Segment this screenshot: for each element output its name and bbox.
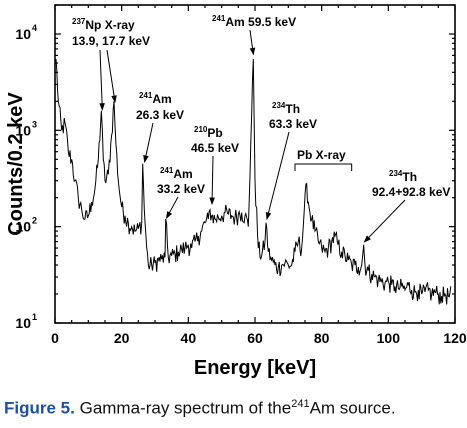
y-tick-exponent: 4: [32, 23, 37, 33]
figure-caption: Figure 5. Gamma-ray spectrum of the241Am…: [4, 398, 396, 419]
annotation-arrows: [99, 29, 406, 243]
annotation-pb210-title: 210Pb: [194, 125, 223, 140]
annotation-pb210-energy: 46.5 keV: [191, 141, 239, 155]
arrow-pb210-head: [209, 197, 215, 206]
arrow-np237-17-head: [111, 95, 117, 104]
annotation-am241-33-title: 241Am: [160, 166, 193, 181]
x-axis-label: Energy [keV]: [194, 357, 316, 379]
caption-text-after: Am source.: [309, 398, 396, 418]
x-tick-label: 0: [51, 330, 59, 346]
arrow-th234-92: [364, 199, 406, 243]
arrow-np237-13-head: [99, 103, 105, 111]
x-tick-label: 100: [377, 330, 401, 346]
caption-superscript: 241: [291, 398, 310, 410]
annotation-pb210-name: Pb: [207, 126, 222, 140]
arrow-th234-92-head: [363, 235, 371, 243]
caption-label: Figure 5.: [4, 398, 75, 418]
y-tick-label: 10: [15, 219, 31, 235]
arrow-pb210: [211, 155, 214, 204]
arrow-np237-13: [99, 49, 103, 110]
x-tick-labels: 0 20 40 60 80 100 120: [51, 330, 467, 346]
annotation-np237-name: Np X-ray: [85, 18, 135, 32]
y-tick-label: 10: [15, 122, 31, 138]
annotation-th234-63-sup: 234: [272, 101, 286, 110]
annotation-am241-26-sup: 241: [139, 91, 153, 100]
arrow-am241-26: [144, 122, 154, 162]
arrow-am241-26-head: [143, 155, 149, 164]
annotation-am241-26-energy: 26.3 keV: [136, 108, 184, 122]
annotation-th234-63-name: Th: [285, 102, 300, 116]
axis-ticks: [54, 4, 456, 324]
y-tick-exponent: 3: [32, 119, 37, 129]
annotation-am241-33-name: Am: [173, 167, 192, 181]
annotation-pb-xray-label: Pb X-ray: [297, 148, 346, 162]
annotation-th234-92-energy: 92.4+92.8 keV: [372, 185, 450, 199]
x-tick-label: 120: [443, 330, 467, 346]
arrow-th234-63: [266, 131, 290, 219]
annotation-am241-33-sup: 241: [160, 166, 174, 175]
arrow-am241-33-head: [165, 211, 173, 220]
pb-xray-bracket: [294, 163, 353, 171]
y-tick-exponent: 1: [32, 312, 37, 322]
annotation-am241-33-energy: 33.2 keV: [157, 182, 205, 196]
annotation-np237-sup: 237: [72, 17, 86, 26]
x-tick-label: 40: [181, 330, 197, 346]
caption-text-before: Gamma-ray spectrum of the: [79, 398, 292, 418]
annotation-th234-92-sup: 234: [389, 169, 403, 178]
annotation-am241-59-title: 241Am 59.5 keV: [212, 14, 296, 29]
annotation-th234-92-title: 234Th: [389, 169, 417, 184]
annotation-am241-26-name: Am: [152, 92, 171, 106]
arrow-am241-59-head: [249, 47, 256, 56]
y-tick-label: 10: [15, 315, 31, 331]
annotation-am241-59-sup: 241: [212, 14, 226, 23]
annotation-pb210-sup: 210: [194, 125, 208, 134]
annotation-th234-92-name: Th: [402, 170, 417, 184]
spectrum-line: [55, 58, 452, 305]
y-tick-exponent: 2: [32, 216, 37, 226]
annotation-am241-59-name: Am 59.5 keV: [225, 15, 296, 29]
y-axis-label: Counts/0.2 keV: [5, 92, 27, 236]
x-tick-label: 60: [247, 330, 263, 346]
annotation-th234-63-title: 234Th: [272, 101, 300, 116]
arrow-np237-17: [106, 49, 116, 102]
x-tick-label: 20: [114, 330, 130, 346]
annotation-np237-energy: 13.9, 17.7 keV: [72, 34, 150, 48]
y-tick-label: 10: [15, 26, 31, 42]
x-tick-label: 80: [314, 330, 330, 346]
annotation-th234-63-energy: 63.3 keV: [269, 117, 317, 131]
arrow-th234-63-head: [265, 212, 272, 221]
annotation-np237-title: 237Np X-ray: [72, 17, 135, 32]
annotation-am241-26-title: 241Am: [139, 91, 172, 106]
